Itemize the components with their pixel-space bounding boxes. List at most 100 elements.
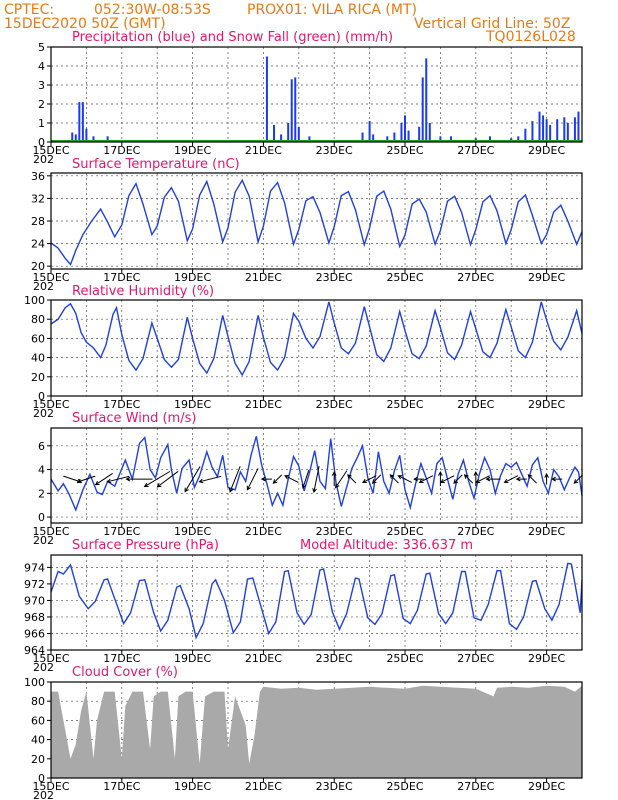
cloud-xtick-label: 21DEC — [245, 780, 282, 793]
precip-bar — [563, 117, 566, 142]
wind-arrow — [143, 471, 171, 488]
rh-title: Relative Humidity (%) — [72, 284, 214, 299]
wind-xtick-label: 27DEC — [457, 525, 494, 538]
rh-ytick-label: 80 — [31, 313, 45, 326]
wind-arrow — [389, 474, 399, 484]
precip-xtick-label: 23DEC — [316, 144, 353, 157]
wind-arrow — [94, 472, 113, 486]
wind-arrow — [439, 475, 455, 483]
rh-ytick-label: 60 — [31, 332, 45, 345]
precip-bar — [92, 136, 95, 142]
pres-panel: Surface Pressure (hPa) Model Altitude: 3… — [24, 538, 583, 674]
precip-bar — [549, 124, 552, 142]
cloud-xtick-label: 29DEC — [528, 780, 565, 793]
cloud-ytick-label: 40 — [31, 734, 45, 747]
cloud-frame — [50, 681, 583, 779]
precip-bar — [85, 128, 88, 142]
precip-bar — [280, 134, 283, 142]
precip-xtick-label: 15DEC — [32, 144, 69, 157]
wind-line — [50, 435, 583, 512]
rh-xtick-label: 23DEC — [316, 398, 353, 411]
precip-bar — [361, 132, 364, 142]
temp-line — [50, 178, 583, 266]
wind-arrow — [453, 474, 463, 484]
wind-arrow — [301, 470, 310, 489]
precip-bar — [421, 77, 424, 142]
wind-arrow — [260, 476, 272, 482]
precip-bar — [488, 136, 491, 142]
rh-xtick-label: 29DEC — [528, 398, 565, 411]
wind-xtick-label: 25DEC — [386, 525, 423, 538]
precip-bar — [428, 123, 431, 142]
rh-line — [50, 301, 583, 377]
rh-ytick-label: 0 — [38, 390, 45, 403]
precip-bar — [531, 121, 534, 142]
pres-xtick-label: 23DEC — [316, 652, 353, 665]
cloud-cover-area — [51, 685, 582, 778]
temp-xtick-label: 19DEC — [174, 271, 211, 284]
temp-xtick-label: 27DEC — [457, 271, 494, 284]
wind-arrow — [347, 474, 357, 484]
temp-xtick-label: 25DEC — [386, 271, 423, 284]
wind-xtick-label: 17DEC — [103, 525, 140, 538]
rh-plot: 0 20 40 60 80 100 15DEC 17DEC 19DEC 21DEC 23DEC 25D… — [24, 294, 583, 420]
precip-bar — [372, 134, 375, 142]
precip-ytick-label: 3 — [38, 79, 45, 92]
header-grid-note: Vertical Grid Line: 50Z — [414, 16, 570, 32]
precip-bar — [425, 58, 428, 142]
rh-panel: Relative Humidity (%) 0 20 40 60 80 100 15DEC 1… — [24, 284, 583, 420]
cloud-ytick-label: 80 — [31, 695, 45, 708]
rh-xtick-label: 19DEC — [174, 398, 211, 411]
pres-xtick-label: 17DEC — [103, 652, 140, 665]
wind-ytick-label: 0 — [38, 511, 45, 524]
temp-year-label: 202 — [33, 280, 54, 293]
precip-bar — [418, 126, 421, 142]
wind-arrow — [463, 474, 474, 484]
rh-ytick-label: 20 — [31, 371, 45, 384]
rh-xtick-label: 21DEC — [245, 398, 282, 411]
precip-xtick-label: 19DEC — [174, 144, 211, 157]
wind-arrow — [335, 470, 348, 489]
precip-bar — [566, 123, 569, 142]
precip-bar — [368, 121, 371, 142]
wind-arrow — [272, 474, 283, 484]
wind-arrow — [198, 475, 222, 484]
temp-ytick-label: 28 — [31, 215, 45, 228]
cloud-xtick-label: 17DEC — [103, 780, 140, 793]
precip-xtick-label: 17DEC — [103, 144, 140, 157]
rh-xtick-label: 25DEC — [386, 398, 423, 411]
pres-ytick-label: 966 — [24, 627, 45, 640]
temp-xtick-label: 21DEC — [245, 271, 282, 284]
cloud-title: Cloud Cover (%) — [72, 665, 178, 680]
precip-bar — [524, 128, 527, 142]
header-station: PROX01: VILA RICA (MT) — [247, 2, 417, 18]
precip-bar — [265, 56, 268, 142]
pres-ytick-label: 964 — [24, 644, 45, 657]
cloud-xtick-label: 15DEC — [32, 780, 69, 793]
pres-ytick-label: 974 — [24, 561, 45, 574]
wind-frame — [50, 427, 583, 524]
precip-ytick-label: 5 — [38, 41, 45, 54]
precip-bar — [577, 111, 580, 142]
pres-xtick-label: 21DEC — [245, 652, 282, 665]
cloud-xtick-label: 19DEC — [174, 780, 211, 793]
wind-title: Surface Wind (m/s) — [72, 411, 196, 426]
temp-xtick-label: 23DEC — [316, 271, 353, 284]
pres-xtick-label: 27DEC — [457, 652, 494, 665]
precip-bar — [290, 79, 293, 142]
wind-xtick-label: 29DEC — [528, 525, 565, 538]
wind-arrow — [371, 474, 382, 484]
precip-bar — [308, 136, 311, 142]
temp-ytick-label: 20 — [31, 260, 45, 273]
rh-xtick-label: 15DEC — [32, 398, 69, 411]
cloud-ytick-label: 0 — [38, 772, 45, 785]
precip-bar — [517, 136, 520, 142]
pres-year-label: 202 — [33, 661, 54, 674]
cloud-xtick-label: 27DEC — [457, 780, 494, 793]
pres-plot: 964 966 968 970 972 974 15DEC 17DEC 19DEC 21DEC 23… — [24, 554, 583, 674]
wind-arrow — [184, 466, 201, 493]
precip-bar — [407, 130, 410, 142]
precip-xtick-label: 27DEC — [457, 144, 494, 157]
temp-xtick-label: 29DEC — [528, 271, 565, 284]
wind-arrow — [312, 466, 320, 494]
